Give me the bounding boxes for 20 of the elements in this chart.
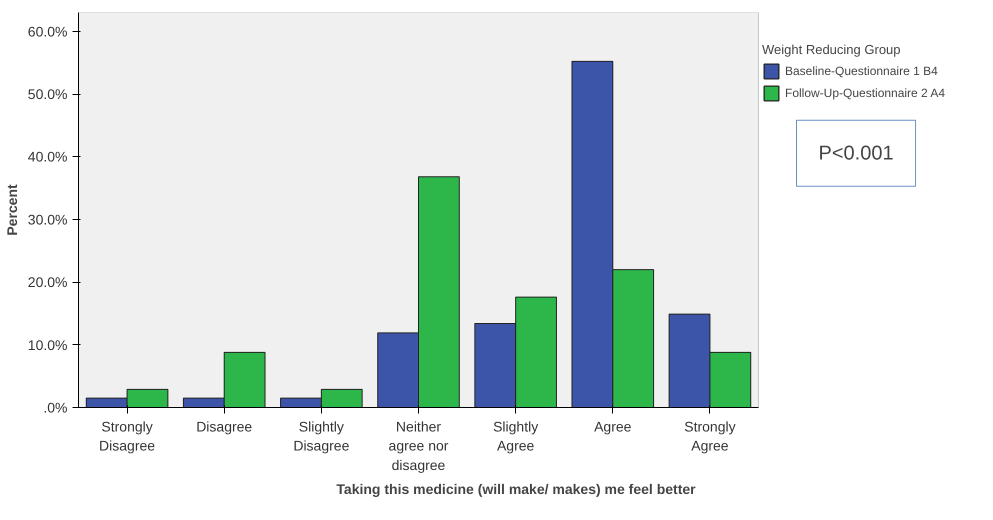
legend-title: Weight Reducing Group <box>762 42 902 57</box>
y-tick-label: 10.0% <box>28 336 68 353</box>
x-tick-label: Strongly Disagree <box>99 418 156 454</box>
x-axis-title: Taking this medicine (will make/ makes) me feel better <box>336 480 696 497</box>
x-tick-label: Strongly Agree <box>684 418 736 454</box>
legend-label: Follow-Up-Questionnaire 2 A4 <box>785 86 946 100</box>
y-tick-label: 30.0% <box>28 211 68 228</box>
x-tick-label: Slightly Disagree <box>293 418 350 454</box>
y-tick-label: 20.0% <box>28 274 68 290</box>
y-tick-label: 50.0% <box>28 86 68 102</box>
y-axis-title: Percent <box>4 184 20 236</box>
y-tick-label: .0% <box>43 400 68 416</box>
x-tick-label: Neither agree nor disagree <box>388 418 449 473</box>
x-tick-label: Disagree <box>196 418 252 434</box>
x-tick-label: Slightly Agree <box>493 418 538 454</box>
x-tick-label: Agree <box>594 418 632 434</box>
legend-label: Baseline-Questionnaire 1 B4 <box>785 64 938 78</box>
y-tick-label: 40.0% <box>28 148 68 165</box>
text: P<0.001 <box>818 142 894 164</box>
y-tick-label: 60.0% <box>28 23 68 40</box>
